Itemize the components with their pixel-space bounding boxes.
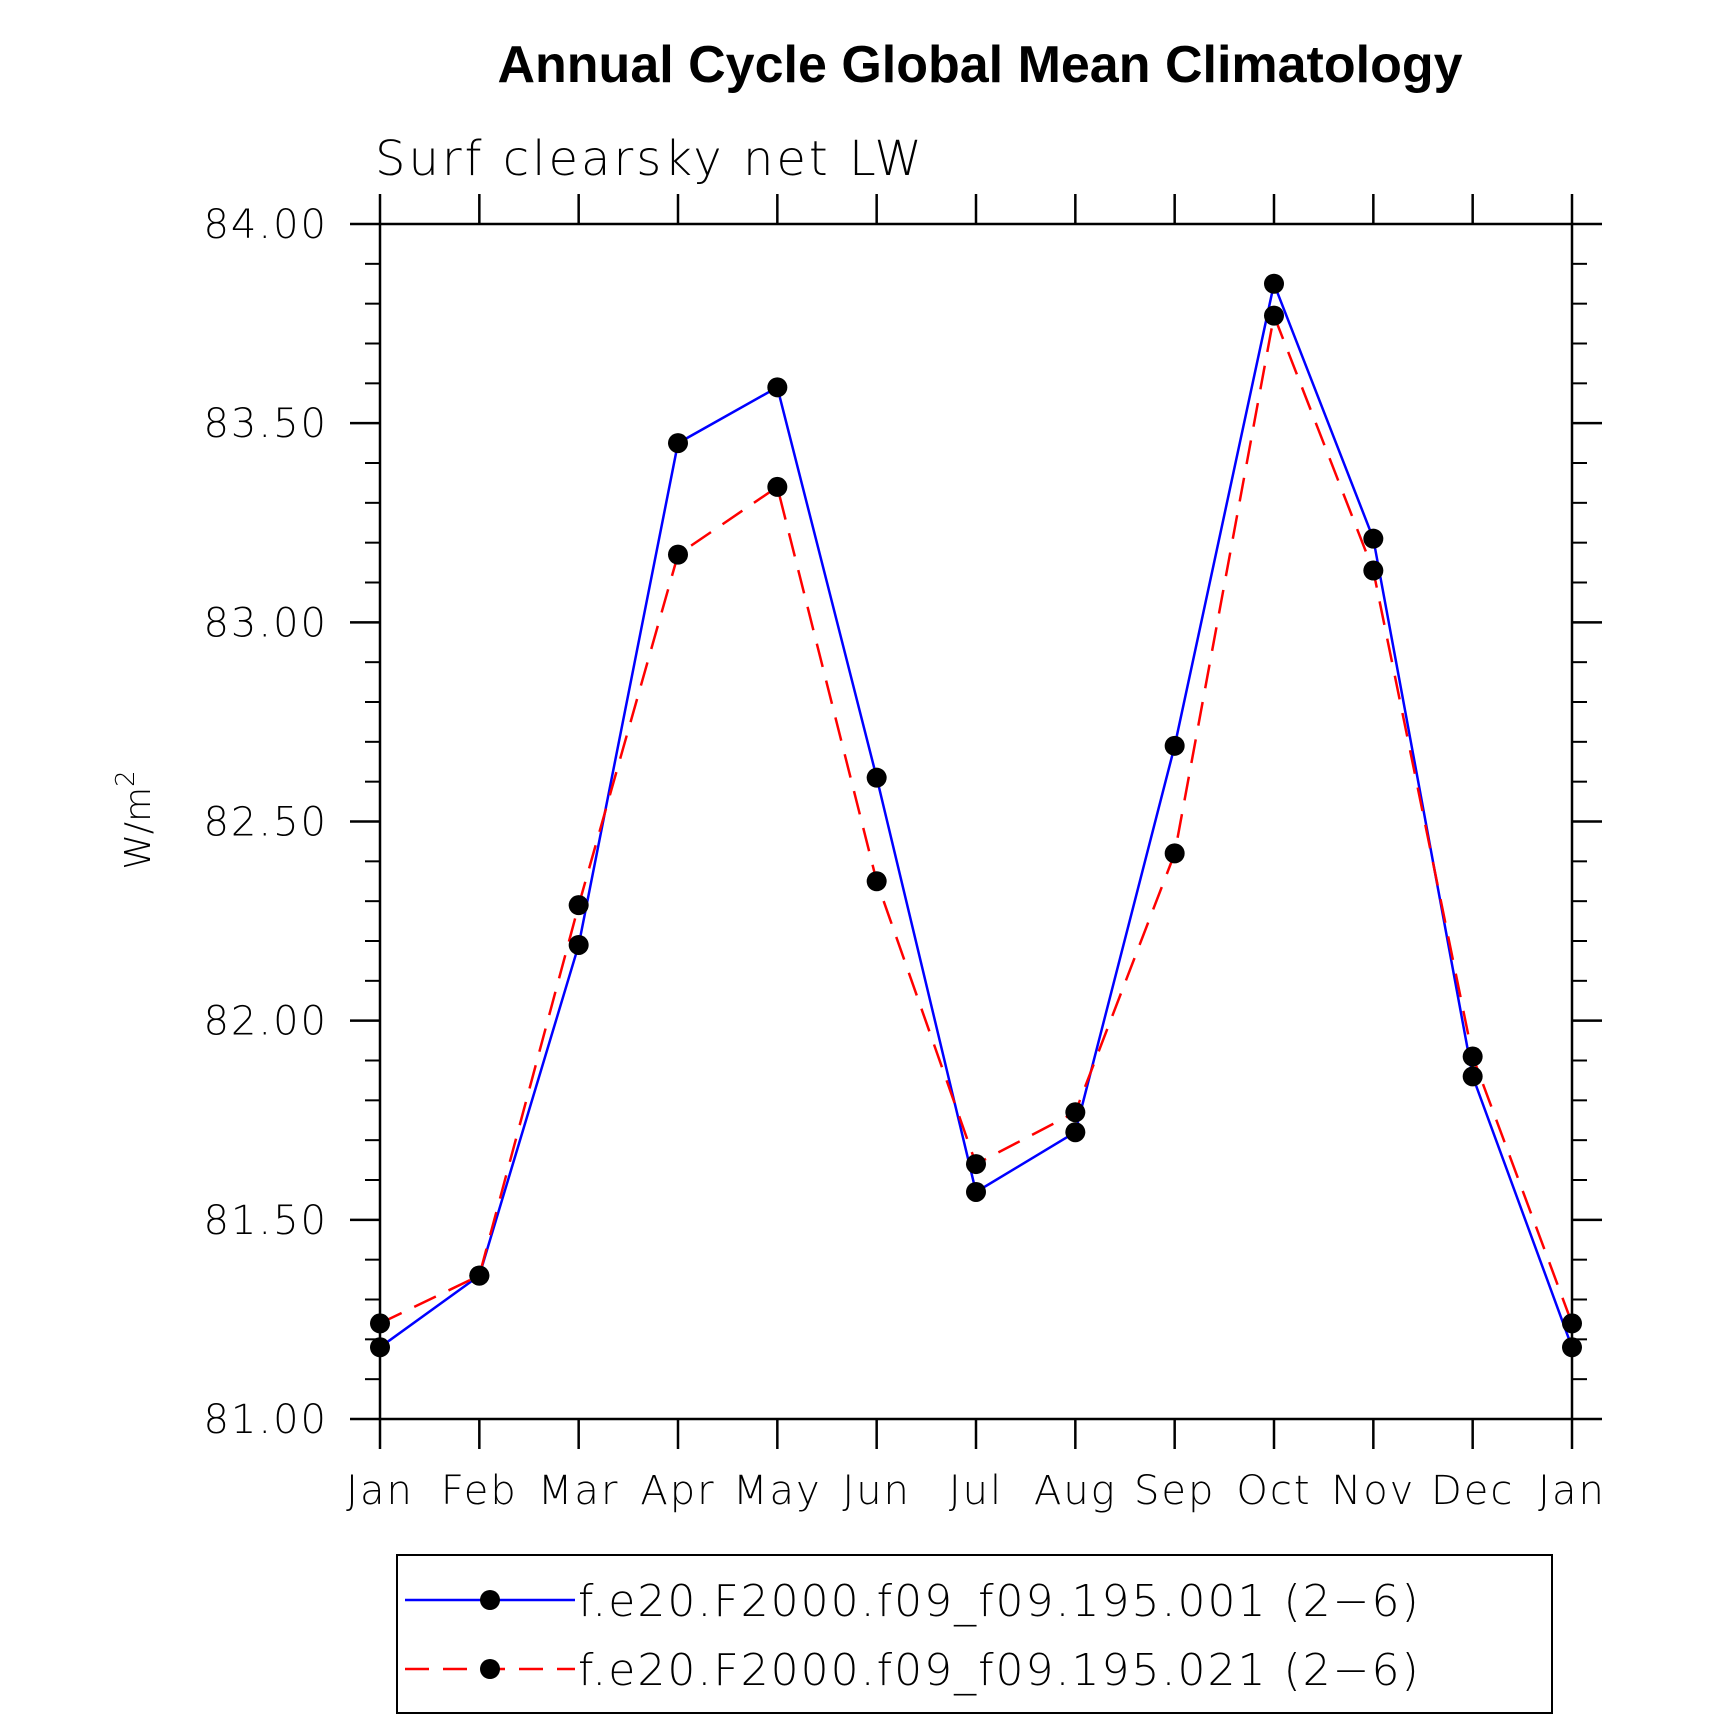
y-tick-label: 83.00 [203,600,328,646]
x-tick-label: Jan [346,1468,414,1514]
x-tick-label: May [733,1468,822,1514]
series-2-point [1363,560,1384,581]
series-1-point [1462,1066,1483,1087]
y-axis-label-base: W/m [118,787,159,870]
x-tick-label: Mar [538,1468,619,1514]
legend-label-series-1: f.e20.F2000.f09_f09.195.001 (2−6) [578,1576,1421,1627]
chart-subtitle: Surf clearsky net LW [375,131,925,187]
series-2-point [1462,1046,1483,1067]
series-2-point [866,871,887,892]
y-tick-label: 81.50 [203,1198,328,1244]
series-2-point [1562,1313,1582,1334]
x-tick-label: Jun [842,1468,911,1514]
y-axis-label: W/m2 [111,770,159,869]
series-1-point [1164,735,1185,756]
legend-marker-series-1 [480,1590,500,1610]
chart-title: Annual Cycle Global Mean Climatology [497,36,1462,94]
series-2-point [966,1154,986,1175]
y-tick-label: 83.50 [203,401,328,447]
legend-box [396,1554,1553,1714]
series-1-point [1562,1337,1582,1358]
series-1-point [370,1337,390,1358]
series-1-point [1363,528,1384,549]
x-tick-label: Dec [1431,1468,1514,1514]
series-2-point [1164,843,1185,864]
series-1-point [1264,273,1284,294]
series-2-point [1264,305,1284,326]
series-1-point [866,767,887,788]
y-tick-label: 82.00 [203,999,328,1045]
legend: f.e20.F2000.f09_f09.195.001 (2−6) f.e20.… [396,1554,1553,1714]
x-tick-label: Feb [441,1468,518,1514]
y-axis-label-sup: 2 [111,770,141,787]
legend-marker-series-2 [480,1659,500,1679]
y-tick-label: 84.00 [203,202,328,248]
y-tick-label: 81.00 [203,1397,328,1443]
legend-label-series-2: f.e20.F2000.f09_f09.195.021 (2−6) [578,1645,1421,1696]
x-tick-label: Nov [1331,1468,1415,1514]
x-tick-label: Oct [1236,1468,1311,1514]
y-tick-label: 82.50 [203,800,328,846]
x-tick-label: Jul [949,1468,1003,1514]
series-1-point [1065,1122,1086,1143]
series-2-point [668,544,688,565]
x-tick-label: Jan [1538,1468,1606,1514]
series-1-point [966,1181,986,1202]
series-1-point [668,433,688,454]
series-1-point [568,934,589,955]
series-2-point [568,895,589,916]
series-2-point [370,1313,390,1334]
x-tick-label: Aug [1034,1468,1117,1514]
x-tick-label: Sep [1134,1468,1215,1514]
x-tick-label: Apr [640,1468,715,1514]
x-tick-labels: Jan Feb Mar Apr May Jun Jul Aug Sep Oct Nov Dec Jan [346,1468,1606,1514]
series-2-point [469,1265,490,1286]
series-2-point [767,476,788,497]
series-1-point [767,377,788,398]
axis-ticks [350,194,1602,1449]
plot-frame [378,222,1574,1421]
y-tick-labels: 81.00 81.50 82.00 82.50 83.00 83.50 84.00 [203,202,328,1443]
series-layer [370,273,1582,1358]
series-2-point [1065,1102,1086,1123]
svg-text:W/m2: W/m2 [111,770,159,869]
